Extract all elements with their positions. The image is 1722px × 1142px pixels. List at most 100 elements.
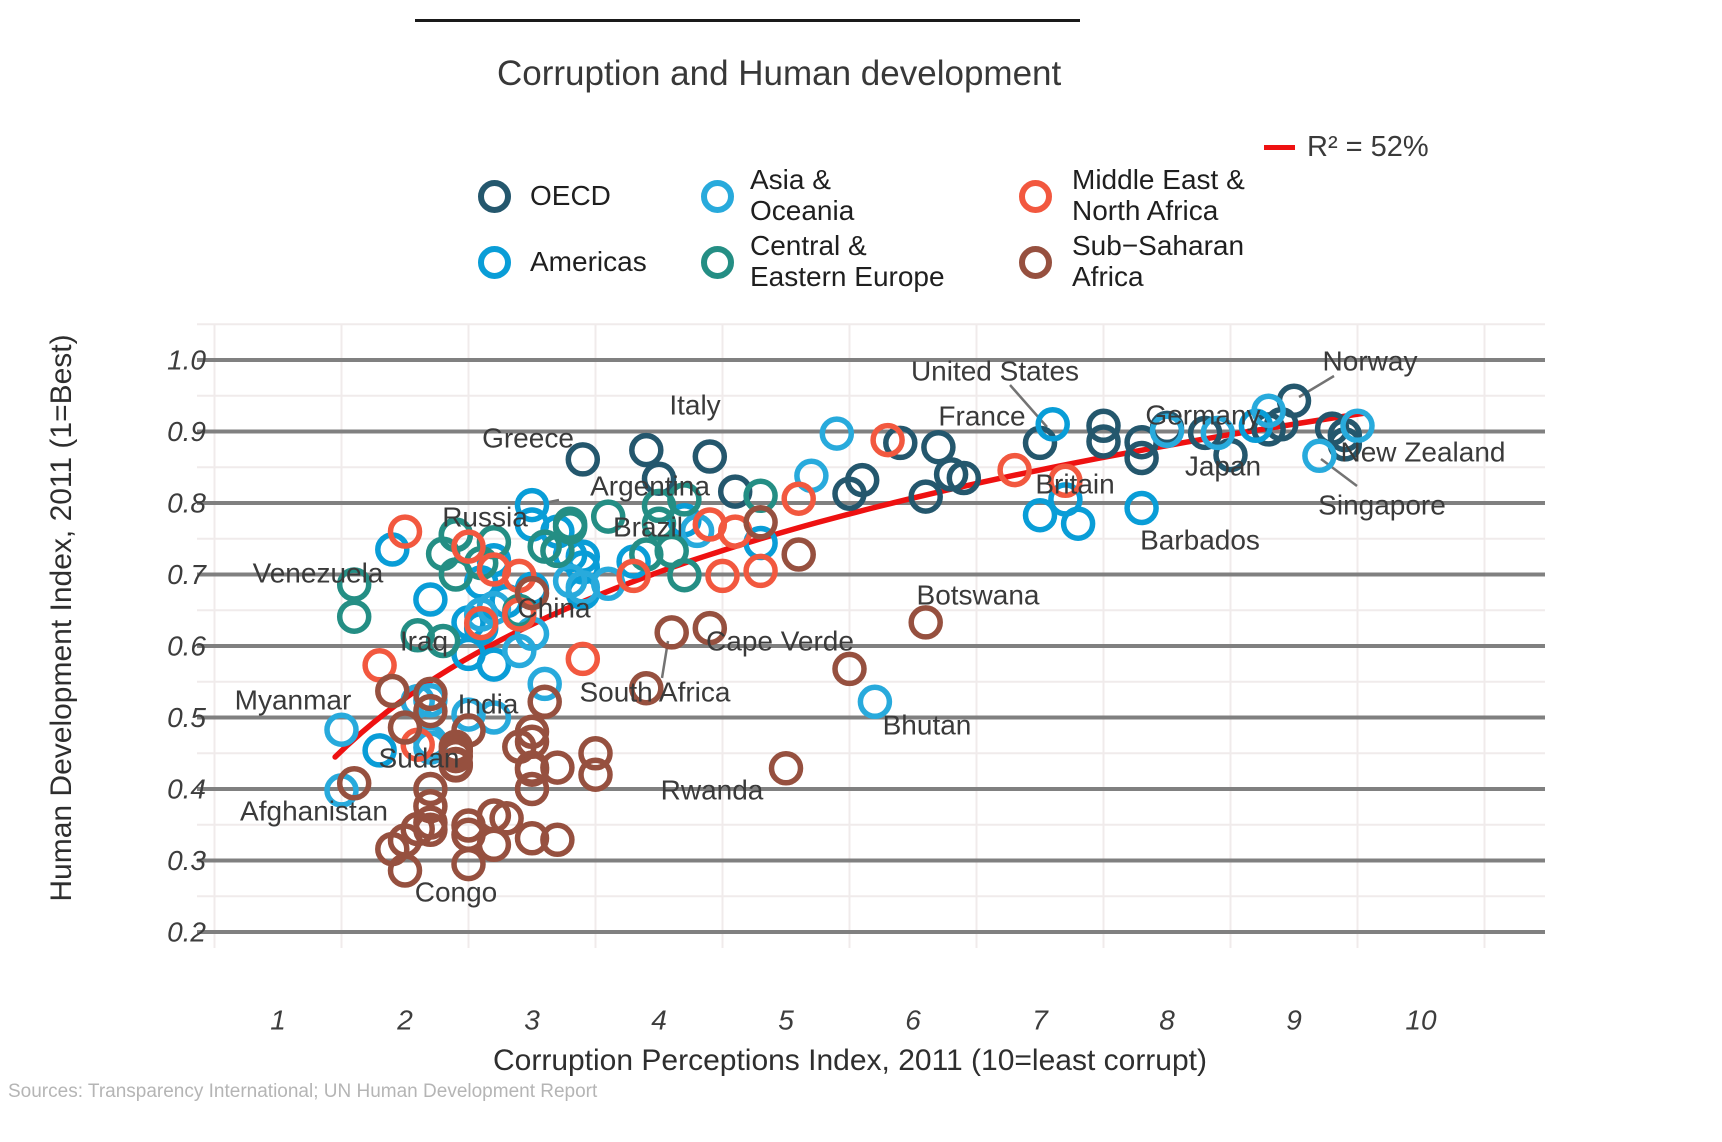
- legend-ring-cee: [700, 245, 734, 279]
- data-point-haiti: [362, 733, 397, 768]
- data-point-iran: [476, 552, 512, 587]
- country-label-bhutan: Bhutan: [883, 710, 972, 741]
- leader-line-singapore: [1320, 458, 1358, 487]
- data-point-mauritius: [781, 537, 816, 572]
- data-point-burundi: [375, 831, 410, 867]
- data-point-libya: [387, 514, 423, 549]
- data-point-lesotho: [578, 736, 613, 771]
- data-point-poland: [832, 476, 867, 511]
- data-point-cape-verde: [832, 651, 867, 687]
- y-tick-0.9: 0.9: [167, 416, 206, 447]
- data-point-cote-d-ivoire: [413, 771, 448, 807]
- data-point-turkmenistan: [336, 567, 372, 602]
- data-point-georgia: [654, 533, 689, 569]
- data-point-japan: [1149, 413, 1185, 449]
- data-point-uzbekistan: [336, 599, 372, 634]
- data-point-india: [527, 666, 562, 702]
- data-point-tunisia: [616, 558, 651, 594]
- r2-legend: R² = 52%: [1264, 131, 1429, 164]
- y-tick-0.6: 0.6: [167, 631, 206, 662]
- data-point-iceland: [1187, 415, 1223, 451]
- y-tick-1.0: 1.0: [167, 345, 206, 376]
- data-point-syria: [463, 605, 499, 641]
- data-point-spain: [921, 429, 956, 465]
- legend-label-oecd: OECD: [530, 180, 611, 211]
- data-point-jordan: [705, 558, 740, 594]
- data-point-kyrgyzstan: [400, 618, 435, 653]
- data-point-belgium: [1086, 424, 1121, 459]
- title-rule: [415, 19, 1080, 22]
- data-point-bahrain: [781, 481, 816, 516]
- data-point-kenya: [413, 693, 448, 729]
- data-point-oman: [743, 553, 778, 589]
- y-tick-0.3: 0.3: [167, 845, 206, 876]
- country-label-singapore: Singapore: [1318, 490, 1446, 521]
- country-label-barbados: Barbados: [1140, 525, 1260, 556]
- data-point-argentina: [514, 487, 550, 523]
- country-label-britain: Britain: [1035, 469, 1114, 500]
- data-point-zambia: [540, 750, 575, 785]
- data-point-portugal: [908, 479, 943, 514]
- country-label-new-zealand: New Zealand: [1341, 437, 1506, 468]
- data-point-paraguay: [413, 582, 448, 617]
- data-point-angola: [387, 710, 423, 745]
- data-point-bhutan: [857, 684, 893, 720]
- country-label-germany: Germany: [1145, 400, 1260, 431]
- legend-label-mena: Middle East & North Africa: [1072, 164, 1245, 227]
- data-point-lebanon: [451, 529, 486, 564]
- country-label-myanmar: Myanmar: [235, 685, 352, 716]
- data-point-ireland: [1086, 408, 1121, 444]
- country-label-russia: Russia: [442, 502, 528, 533]
- data-point-congo-republic: [413, 676, 448, 712]
- x-tick-8: 8: [1159, 1005, 1175, 1036]
- data-point-rwanda: [768, 751, 804, 786]
- data-point-equatorial-guinea: [375, 673, 410, 709]
- data-point-israel: [870, 422, 905, 458]
- data-point-senegal: [502, 729, 537, 765]
- country-label-italy: Italy: [669, 390, 720, 421]
- source-note: Sources: Transparency International; UN …: [8, 1081, 598, 1102]
- country-label-united-states: United States: [911, 356, 1079, 387]
- data-point-singapore: [1302, 438, 1337, 474]
- legend-ring-americas: [477, 245, 511, 279]
- data-point-pakistan: [451, 697, 486, 732]
- y-tick-0.7: 0.7: [167, 559, 207, 590]
- data-point-mali: [489, 801, 524, 836]
- country-label-japan: Japan: [1185, 451, 1261, 482]
- x-tick-1: 1: [270, 1005, 286, 1036]
- legend-ring-asia: [700, 179, 734, 213]
- legend-ring-ssa: [1018, 245, 1052, 279]
- data-point-new-zealand: [1340, 408, 1375, 444]
- data-point-greece: [565, 442, 601, 477]
- data-point-qatar: [1048, 463, 1083, 499]
- x-tick-5: 5: [778, 1005, 794, 1036]
- data-point-gabon: [514, 575, 550, 611]
- country-label-iraq: Iraq: [400, 626, 448, 657]
- x-tick-10: 10: [1405, 1005, 1437, 1036]
- data-point-comoros: [438, 748, 474, 783]
- data-point-eritrea: [451, 808, 486, 843]
- country-label-congo: Congo: [415, 877, 498, 908]
- country-label-india: India: [458, 689, 519, 720]
- data-point-australia: [1251, 393, 1286, 429]
- x-tick-2: 2: [396, 1005, 413, 1036]
- y-tick-0.4: 0.4: [167, 774, 206, 805]
- x-tick-9: 9: [1286, 1005, 1302, 1036]
- data-point-namibia: [692, 610, 728, 646]
- x-tick-4: 4: [651, 1005, 667, 1036]
- data-point-britain: [1124, 440, 1159, 476]
- data-point-botswana: [908, 605, 943, 640]
- trend-line-swatch: [1264, 145, 1295, 150]
- data-point-montenegro: [641, 506, 677, 541]
- data-point-barbados: [1124, 490, 1159, 526]
- data-point-albania: [527, 529, 562, 564]
- country-label-greece: Greece: [482, 423, 574, 454]
- country-label-sudan: Sudan: [379, 743, 460, 774]
- data-point-united-states: [1035, 407, 1070, 442]
- data-point-gambia: [578, 757, 613, 792]
- data-point-myanmar: [324, 712, 359, 747]
- data-point-hong-kong: [1200, 415, 1236, 451]
- legend-label-asia: Asia & Oceania: [750, 164, 855, 227]
